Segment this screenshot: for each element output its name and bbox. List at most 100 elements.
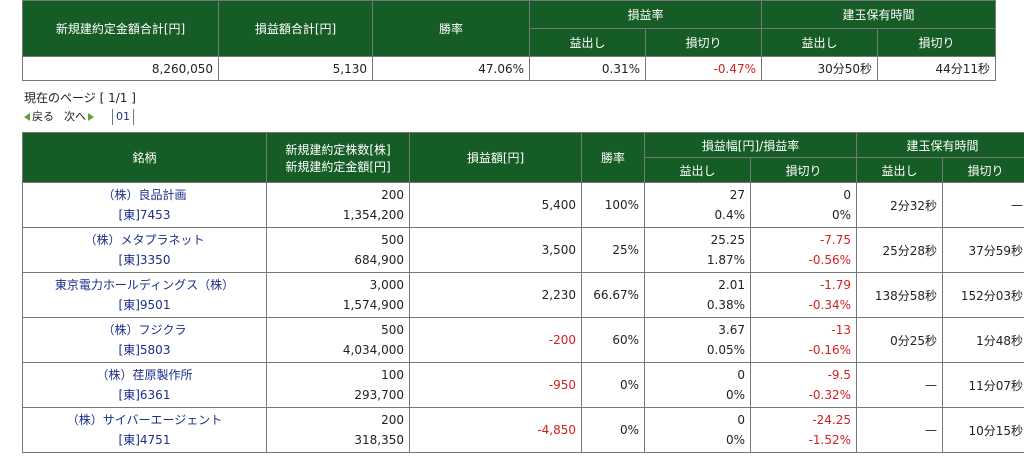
loss-range-value: -24.25 [812, 413, 852, 427]
profit-range-value: 25.25 [710, 233, 745, 247]
stock-cell: 東京電力ホールディングス（株） [東]9501 [22, 272, 267, 318]
page-link-01[interactable]: 01 [112, 109, 134, 125]
stock-code: [東]5803 [118, 343, 171, 357]
pl-value: -4,850 [409, 407, 582, 453]
hold-loss-value: 10分15秒 [942, 407, 1024, 453]
header-win-rate: 勝率 [372, 0, 530, 57]
shares-amount-cell: 500 4,034,000 [266, 317, 410, 363]
header-pl-rate: 損益率 [528, 0, 763, 29]
loss-range-value: -1.79 [819, 278, 852, 292]
stock-name-link[interactable]: 東京電力ホールディングス（株） [54, 278, 235, 292]
header-stock: 銘柄 [22, 132, 267, 183]
profit-range-value: 0 [737, 368, 745, 382]
stock-cell: （株）荏原製作所 [東]6361 [22, 362, 267, 408]
next-arrow-icon [88, 113, 94, 121]
summary-pl-rate-loss: -0.47% [644, 56, 763, 81]
stock-name-link[interactable]: （株）フジクラ [102, 323, 187, 337]
amount-value: 684,900 [354, 253, 404, 267]
win-rate-value: 0% [581, 362, 645, 408]
header-shares-amount: 新規建約定株数[株] 新規建約定金額[円] [266, 132, 410, 183]
profit-range-cell: 27 0.4% [644, 182, 751, 228]
profit-range-cell: 0 0% [644, 362, 751, 408]
header-hold-loss: 損切り [877, 28, 997, 57]
loss-rate-value: 0% [831, 208, 852, 222]
shares-value: 100 [381, 368, 404, 382]
loss-rate-value: -1.52% [808, 433, 852, 447]
profit-range-cell: 25.25 1.87% [644, 227, 751, 273]
stock-code: [東]3350 [118, 253, 171, 267]
stock-code: [東]4751 [118, 433, 171, 447]
current-page-label: 現在のページ [ 1/1 ] [24, 91, 136, 105]
header-hold-profit: 益出し [761, 28, 879, 57]
profit-range-value: 2.01 [718, 278, 745, 292]
loss-rate-value: -0.56% [808, 253, 852, 267]
stock-name-link[interactable]: （株）良品計画 [102, 188, 187, 202]
shares-amount-cell: 3,000 1,574,900 [266, 272, 410, 318]
table-row: （株）フジクラ [東]5803 500 4,034,000 -200 60% 3.67 0.0… [22, 317, 1024, 363]
profit-rate-value: 0.4% [714, 208, 746, 222]
stock-name-link[interactable]: （株）荏原製作所 [96, 368, 193, 382]
loss-range-cell: -13 -0.16% [749, 317, 858, 363]
hold-loss-value: — [942, 182, 1024, 228]
win-rate-value: 60% [581, 317, 645, 363]
back-arrow-icon [24, 113, 30, 121]
stock-code: [東]6361 [118, 388, 171, 402]
table-row: （株）荏原製作所 [東]6361 100 293,700 -950 0% 0 0% -9.5 -0… [22, 362, 1024, 408]
back-link[interactable]: 戻る [24, 109, 54, 125]
win-rate-value: 66.67% [581, 272, 645, 318]
table-row: 東京電力ホールディングス（株） [東]9501 3,000 1,574,900 2,23… [22, 272, 1024, 318]
loss-range-cell: -24.25 -1.52% [749, 407, 858, 453]
header-detail-hold-loss: 損切り [942, 157, 1024, 183]
profit-rate-value: 0.05% [706, 343, 745, 357]
profit-rate-value: 0% [725, 433, 745, 447]
profit-range-value: 0 [737, 413, 745, 427]
shares-amount-cell: 200 1,354,200 [266, 182, 410, 228]
stock-cell: （株）サイバーエージェント [東]4751 [22, 407, 267, 453]
loss-range-cell: -7.75 -0.56% [749, 227, 858, 273]
header-pl-rate-profit: 益出し [529, 28, 646, 57]
header-pl-rate-loss: 損切り [644, 28, 763, 57]
header-detail-hold-time: 建玉保有時間 [856, 132, 1024, 158]
win-rate-value: 100% [581, 182, 645, 228]
hold-loss-value: 1分48秒 [942, 317, 1024, 363]
loss-range-value: 0 [843, 188, 852, 202]
header-hold-time: 建玉保有時間 [761, 0, 997, 29]
hold-profit-value: 138分58秒 [856, 272, 944, 318]
amount-value: 4,034,000 [342, 343, 404, 357]
summary-total-amount: 8,260,050 [22, 56, 219, 81]
next-label: 次へ [64, 110, 86, 123]
profit-rate-value: 0% [725, 388, 745, 402]
table-row: （株）サイバーエージェント [東]4751 200 318,350 -4,850 0% 0 0… [22, 407, 1024, 453]
shares-value: 500 [381, 323, 404, 337]
header-range-profit: 益出し [644, 157, 751, 183]
summary-table: 新規建約定金額合計[円] 損益額合計[円] 勝率 損益率 建玉保有時間 益出し … [22, 0, 997, 81]
loss-range-value: -7.75 [819, 233, 852, 247]
amount-value: 1,574,900 [342, 298, 404, 312]
stock-name-link[interactable]: （株）サイバーエージェント [66, 413, 223, 427]
table-row: （株）良品計画 [東]7453 200 1,354,200 5,400 100% 27 0.4… [22, 182, 1024, 228]
pager: 現在のページ [ 1/1 ] 戻る 次へ 01 [24, 90, 136, 125]
header-shares: 新規建約定株数[株] [285, 142, 391, 157]
pl-value: 5,400 [409, 182, 582, 228]
loss-range-value: -13 [831, 323, 852, 337]
header-total-amount: 新規建約定金額合計[円] [22, 0, 219, 57]
profit-range-value: 3.67 [718, 323, 745, 337]
amount-value: 293,700 [354, 388, 404, 402]
header-total-pl: 損益額合計[円] [218, 0, 373, 57]
shares-amount-cell: 100 293,700 [266, 362, 410, 408]
next-link[interactable]: 次へ [64, 109, 94, 125]
summary-hold-profit: 30分50秒 [761, 56, 879, 81]
detail-body: （株）良品計画 [東]7453 200 1,354,200 5,400 100% 27 0.4… [22, 182, 1024, 453]
stock-name-link[interactable]: （株）メタプラネット [84, 233, 205, 247]
profit-range-value: 27 [729, 188, 745, 202]
header-detail-hold-profit: 益出し [856, 157, 944, 183]
pl-value: 3,500 [409, 227, 582, 273]
loss-range-cell: -9.5 -0.32% [749, 362, 858, 408]
summary-win-rate: 47.06% [372, 56, 530, 81]
hold-loss-value: 37分59秒 [942, 227, 1024, 273]
stock-code: [東]9501 [118, 298, 171, 312]
profit-range-cell: 0 0% [644, 407, 751, 453]
detail-table: 銘柄 新規建約定株数[株] 新規建約定金額[円] 損益額[円] 勝率 損益幅[円… [22, 132, 1024, 453]
shares-value: 3,000 [369, 278, 404, 292]
hold-profit-value: — [856, 362, 944, 408]
